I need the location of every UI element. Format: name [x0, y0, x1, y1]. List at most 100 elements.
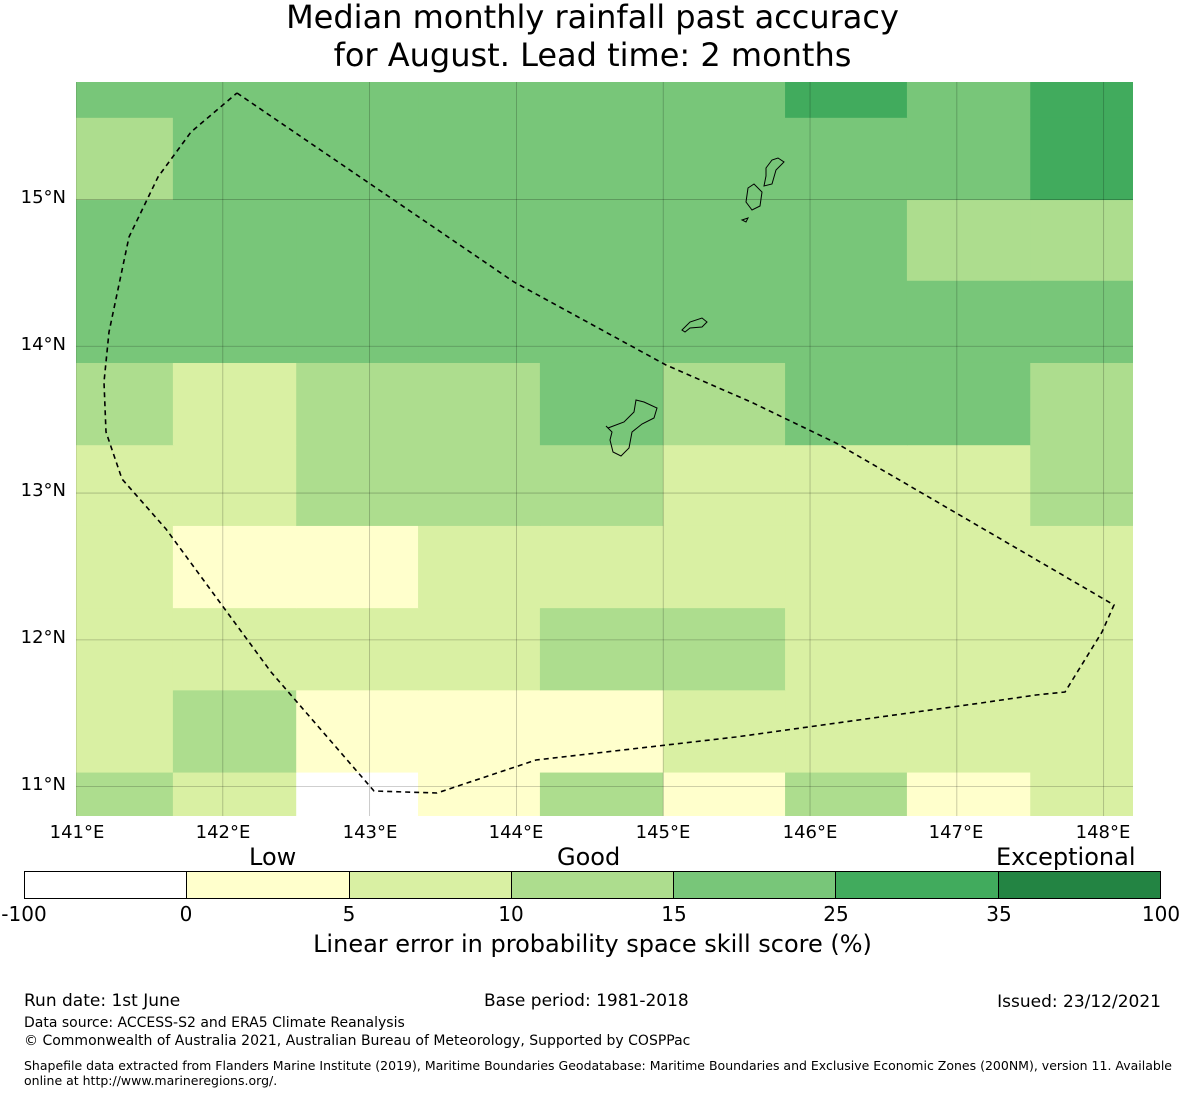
- lon-label: 147°E: [928, 822, 984, 843]
- skill-cell: [296, 771, 419, 816]
- skill-cell: [539, 689, 664, 773]
- skill-cell: [906, 444, 1031, 526]
- skill-cell: [1030, 117, 1133, 201]
- skill-cell: [76, 607, 174, 691]
- legend-category-low: Low: [249, 843, 297, 871]
- skill-cell: [785, 771, 908, 816]
- skill-cell: [296, 607, 419, 691]
- lat-label: 13°N: [20, 480, 66, 501]
- skill-cell: [785, 82, 908, 118]
- skill-cell: [785, 199, 908, 281]
- skill-cell: [76, 117, 174, 201]
- colorbar-tick: 10: [498, 902, 524, 926]
- skill-cell: [172, 199, 297, 281]
- skill-cell: [906, 607, 1031, 691]
- colorbar-tick: 35: [986, 902, 1012, 926]
- skill-cell: [663, 689, 786, 773]
- map-title: Median monthly rainfall past accuracy fo…: [0, 0, 1185, 74]
- skill-cell: [663, 607, 786, 691]
- data-source: Data source: ACCESS-S2 and ERA5 Climate …: [24, 1015, 405, 1031]
- title-line-1: Median monthly rainfall past accuracy: [286, 0, 899, 36]
- skill-cell: [906, 117, 1031, 201]
- lon-label: 148°E: [1075, 822, 1131, 843]
- colorbar-segment: [674, 872, 837, 898]
- skill-cell: [1030, 82, 1133, 118]
- skill-cell: [539, 607, 664, 691]
- skill-cell: [418, 82, 541, 118]
- skill-cell: [906, 771, 1031, 816]
- skill-cell: [663, 362, 786, 446]
- colorbar-segment: [998, 872, 1160, 898]
- colorbar-tick: -100: [1, 902, 47, 926]
- skill-cell: [172, 771, 297, 816]
- skill-cell: [418, 199, 541, 281]
- skill-cell: [172, 280, 297, 363]
- lon-label: 144°E: [488, 822, 544, 843]
- skill-cell: [296, 362, 419, 446]
- skill-cell: [539, 82, 664, 118]
- skill-cell: [906, 362, 1031, 446]
- skill-cell: [1030, 771, 1133, 816]
- island-tinian: [745, 183, 763, 211]
- skill-cell: [418, 607, 541, 691]
- skill-cell: [1030, 362, 1133, 446]
- skill-cell: [296, 117, 419, 201]
- skill-cell: [539, 771, 664, 816]
- skill-cell: [663, 199, 786, 281]
- colorbar-segment: [511, 872, 675, 898]
- skill-cell: [785, 444, 908, 526]
- skill-cell: [1030, 689, 1133, 773]
- skill-cell: [906, 82, 1031, 118]
- skill-cell: [76, 444, 174, 526]
- colorbar: [24, 871, 1161, 899]
- colorbar-segment: [349, 872, 512, 898]
- skill-cell: [1030, 444, 1133, 526]
- skill-cell: [418, 444, 541, 526]
- skill-cell: [785, 525, 908, 609]
- lat-label: 15°N: [20, 187, 66, 208]
- island-rota: [681, 317, 708, 333]
- skill-cell: [172, 362, 297, 446]
- lat-label: 12°N: [20, 627, 66, 648]
- skill-cell: [418, 525, 541, 609]
- skill-cell: [76, 525, 174, 609]
- skill-cell: [172, 444, 297, 526]
- skill-cell: [1030, 525, 1133, 609]
- skill-cell: [1030, 607, 1133, 691]
- skill-cell: [663, 280, 786, 363]
- skill-cell: [418, 362, 541, 446]
- skill-cell: [663, 117, 786, 201]
- skill-cell: [172, 689, 297, 773]
- skill-cell: [1030, 199, 1133, 281]
- copyright: © Commonwealth of Australia 2021, Austra…: [24, 1033, 691, 1049]
- skill-cell: [76, 362, 174, 446]
- skill-cell: [296, 199, 419, 281]
- skill-cell: [172, 117, 297, 201]
- skill-cell: [539, 362, 664, 446]
- skill-cell: [76, 82, 174, 118]
- lon-label: 141°E: [49, 822, 105, 843]
- colorbar-tick: 0: [179, 902, 193, 926]
- skill-cell: [172, 525, 297, 609]
- lon-label: 142°E: [195, 822, 251, 843]
- island-saipan: [763, 157, 785, 187]
- skill-cell: [172, 82, 297, 118]
- lat-label: 14°N: [20, 334, 66, 355]
- skill-cell: [663, 444, 786, 526]
- skill-grid-cells: [76, 82, 1133, 816]
- skill-cell: [785, 607, 908, 691]
- island-guam: [605, 399, 658, 457]
- skill-cell: [539, 117, 664, 201]
- skill-cell: [539, 280, 664, 363]
- skill-cell: [76, 199, 174, 281]
- skill-score-map: [76, 82, 1133, 816]
- colorbar-tick: 15: [661, 902, 687, 926]
- colorbar-segment: [25, 872, 188, 898]
- skill-cell: [785, 362, 908, 446]
- graticule-lines: [76, 82, 1133, 816]
- skill-cell: [296, 444, 419, 526]
- skill-cell: [906, 280, 1031, 363]
- skill-cell: [296, 525, 419, 609]
- shapefile-credit: Shapefile data extracted from Flanders M…: [24, 1058, 1172, 1088]
- skill-cell: [663, 771, 786, 816]
